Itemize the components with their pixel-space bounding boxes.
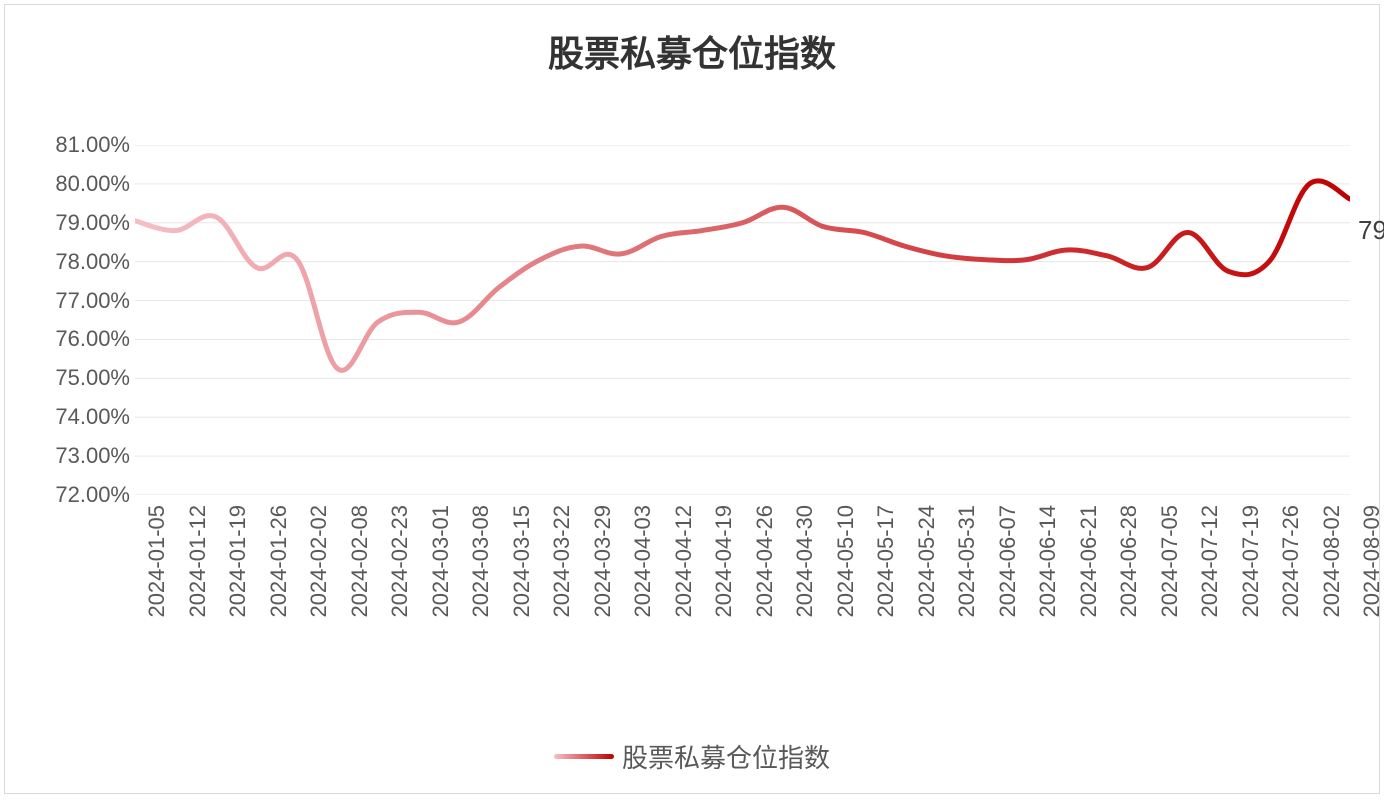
x-tick-label: 2024-01-12	[185, 505, 211, 618]
y-tick-label: 73.00%	[55, 443, 130, 469]
x-tick-label: 2024-01-05	[144, 505, 170, 618]
x-tick-label: 2024-03-15	[509, 505, 535, 618]
x-tick-label: 2024-07-12	[1197, 505, 1223, 618]
last-point-label: 79.61%	[1358, 215, 1384, 246]
x-tick-label: 2024-07-05	[1157, 505, 1183, 618]
y-tick-label: 72.00%	[55, 482, 130, 508]
x-tick-label: 2024-06-21	[1076, 505, 1102, 618]
x-tick-label: 2024-05-17	[873, 505, 899, 618]
x-tick-label: 2024-06-07	[995, 505, 1021, 618]
y-axis-labels: 81.00%80.00%79.00%78.00%77.00%76.00%75.0…	[25, 145, 130, 495]
y-tick-label: 80.00%	[55, 171, 130, 197]
chart-title: 股票私募仓位指数	[5, 25, 1379, 77]
x-tick-label: 2024-03-22	[549, 505, 575, 618]
y-tick-label: 78.00%	[55, 249, 130, 275]
x-tick-label: 2024-03-08	[468, 505, 494, 618]
x-tick-label: 2024-04-12	[671, 505, 697, 618]
x-tick-label: 2024-04-30	[792, 505, 818, 618]
y-tick-label: 77.00%	[55, 288, 130, 314]
x-tick-label: 2024-05-31	[954, 505, 980, 618]
y-tick-label: 76.00%	[55, 326, 130, 352]
x-tick-label: 2024-06-28	[1116, 505, 1142, 618]
y-tick-label: 81.00%	[55, 132, 130, 158]
y-tick-label: 74.00%	[55, 404, 130, 430]
chart-container: 股票私募仓位指数 81.00%80.00%79.00%78.00%77.00%7…	[4, 4, 1380, 794]
x-tick-label: 2024-08-02	[1319, 505, 1345, 618]
plot-area: 79.61%	[135, 145, 1350, 495]
x-tick-label: 2024-07-19	[1238, 505, 1264, 618]
x-tick-label: 2024-03-29	[590, 505, 616, 618]
x-tick-label: 2024-02-08	[347, 505, 373, 618]
legend-label: 股票私募仓位指数	[622, 738, 830, 775]
x-tick-label: 2024-01-26	[266, 505, 292, 618]
x-tick-label: 2024-08-09	[1359, 505, 1384, 618]
x-tick-label: 2024-02-23	[387, 505, 413, 618]
x-tick-label: 2024-03-01	[428, 505, 454, 618]
x-tick-label: 2024-05-10	[833, 505, 859, 618]
x-tick-label: 2024-04-03	[630, 505, 656, 618]
legend: 股票私募仓位指数	[5, 738, 1379, 775]
x-tick-label: 2024-01-19	[225, 505, 251, 618]
x-tick-label: 2024-05-24	[914, 505, 940, 618]
x-axis-labels: 2024-01-05 2024-01-12 2024-01-19 2024-01-26…	[135, 505, 1350, 725]
x-tick-label: 2024-06-14	[1035, 505, 1061, 618]
x-tick-label: 2024-04-26	[752, 505, 778, 618]
x-tick-label: 2024-04-19	[711, 505, 737, 618]
data-line	[135, 181, 1350, 370]
x-tick-label: 2024-07-26	[1278, 505, 1304, 618]
legend-line	[554, 754, 614, 759]
y-tick-label: 75.00%	[55, 365, 130, 391]
y-tick-label: 79.00%	[55, 210, 130, 236]
x-tick-label: 2024-02-02	[306, 505, 332, 618]
